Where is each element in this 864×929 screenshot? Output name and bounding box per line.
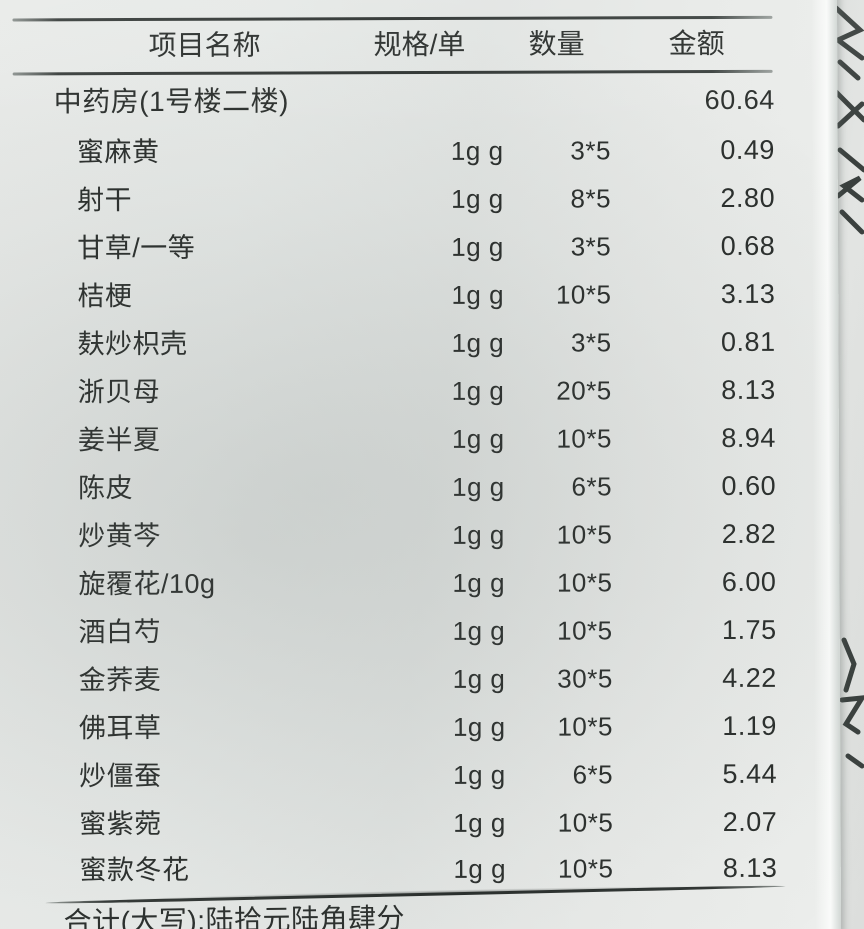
item-name: 姜半夏: [77, 424, 161, 456]
total-in-words: 合计(大写):陆拾元陆角肆分: [63, 902, 406, 929]
item-amount: 4.22: [722, 662, 777, 693]
item-name: 金荞麦: [78, 664, 162, 696]
item-qty: 6*5: [571, 471, 613, 502]
table-row: 蜜麻黄 1g g 3*5 0.49: [0, 127, 799, 176]
table-row: 旋覆花/10g 1g g 10*5 6.00: [0, 559, 800, 608]
department-row: 中药房(1号楼二楼) 60.64: [0, 77, 799, 126]
item-amount: 2.82: [721, 518, 777, 549]
table-row: 射干 1g g 8*5 2.80: [0, 175, 799, 224]
table-row: 桔梗 1g g 10*5 3.13: [0, 271, 799, 320]
item-qty: 3*5: [570, 231, 612, 262]
table-header-row: 项目名称 规格/单 数量 金额: [0, 19, 799, 72]
item-qty: 10*5: [556, 423, 612, 454]
item-name: 桔梗: [77, 281, 133, 312]
item-amount: 2.80: [720, 182, 776, 213]
item-name: 炒僵蚕: [79, 760, 162, 792]
handwriting-marks: [800, 0, 864, 929]
item-qty: 3*5: [570, 135, 611, 166]
item-name: 酒白芍: [78, 616, 162, 648]
item-qty: 30*5: [557, 663, 613, 694]
table-row: 蜜紫菀 1g g 10*5 2.07: [1, 799, 801, 848]
item-name: 蜜款冬花: [79, 854, 190, 886]
item-amount: 8.94: [721, 422, 776, 453]
column-header-name: 项目名称: [148, 29, 261, 61]
table-row: 佛耳草 1g g 10*5 1.19: [1, 703, 801, 752]
column-header-amount: 金额: [668, 27, 725, 60]
item-qty: 3*5: [570, 327, 612, 358]
table-row: 姜半夏 1g g 10*5 8.94: [0, 415, 800, 464]
item-amount: 6.00: [721, 566, 777, 597]
item-qty: 10*5: [556, 567, 613, 598]
item-name: 蜜麻黄: [76, 136, 160, 168]
column-header-spec: 规格/单: [373, 28, 466, 61]
item-amount: 5.44: [722, 758, 778, 789]
item-qty: 10*5: [557, 853, 614, 884]
item-qty: 10*5: [557, 807, 614, 838]
item-amount: 0.49: [720, 134, 775, 165]
item-amount: 3.13: [720, 278, 776, 309]
item-qty: 10*5: [555, 279, 612, 310]
table-row: 炒僵蚕 1g g 6*5 5.44: [1, 751, 801, 800]
item-qty: 8*5: [570, 183, 612, 214]
table-row: 陈皮 1g g 6*5 0.60: [0, 463, 800, 512]
item-qty: 10*5: [557, 615, 613, 646]
item-amount: 0.60: [721, 470, 777, 501]
item-amount: 1.75: [721, 614, 777, 645]
item-name: 射干: [77, 185, 133, 216]
table-row: 酒白芍 1g g 10*5 1.75: [1, 607, 801, 656]
item-qty: 10*5: [556, 519, 613, 550]
item-qty: 10*5: [557, 711, 613, 742]
table-row: 浙贝母 1g g 20*5 8.13: [0, 367, 800, 416]
column-header-qty: 数量: [528, 28, 585, 60]
item-name: 麸炒枳壳: [77, 328, 188, 360]
table-row: 金荞麦 1g g 30*5 4.22: [1, 655, 801, 704]
table-row: 炒黄芩 1g g 10*5 2.82: [0, 511, 800, 560]
table-row: 麸炒枳壳 1g g 3*5 0.81: [0, 319, 800, 368]
item-name: 浙贝母: [77, 376, 161, 408]
item-name: 佛耳草: [78, 712, 162, 744]
department-name: 中药房(1号楼二楼): [53, 85, 290, 118]
item-name: 陈皮: [78, 473, 134, 504]
item-qty: 6*5: [572, 759, 614, 790]
item-amount: 2.07: [722, 806, 778, 837]
item-name: 旋覆花/10g: [78, 568, 216, 600]
item-name: 炒黄芩: [78, 520, 161, 552]
item-name: 甘草/一等: [77, 232, 196, 264]
item-amount: 8.13: [721, 374, 776, 405]
table-row: 甘草/一等 1g g 3*5 0.68: [0, 223, 799, 272]
item-amount: 1.19: [722, 710, 777, 741]
item-qty: 20*5: [556, 375, 612, 406]
item-amount: 0.81: [720, 326, 776, 357]
item-name: 蜜紫菀: [79, 808, 162, 840]
department-amount: 60.64: [704, 84, 775, 116]
item-amount: 0.68: [720, 230, 776, 261]
